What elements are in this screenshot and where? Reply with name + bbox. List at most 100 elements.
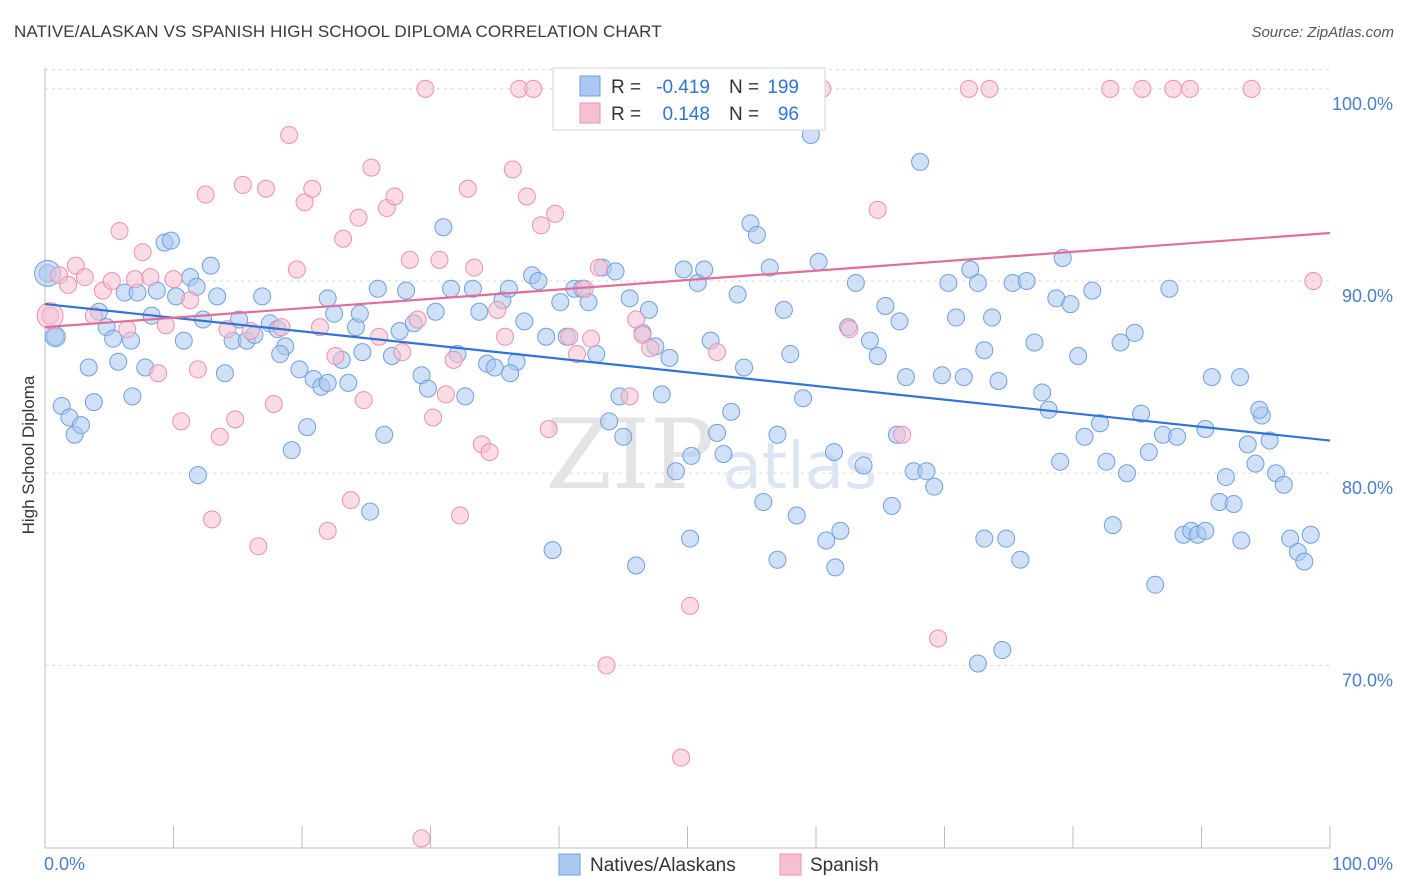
natives-point xyxy=(1017,272,1036,291)
natives-point xyxy=(551,293,570,312)
natives-point xyxy=(975,529,994,548)
natives-point xyxy=(896,368,915,387)
spanish-point xyxy=(465,258,484,277)
spanish-point xyxy=(75,268,94,287)
natives-point xyxy=(735,358,754,377)
stats-r-value-natives: -0.419 xyxy=(656,77,710,98)
spanish-point xyxy=(125,270,144,289)
natives-point xyxy=(1117,464,1136,483)
natives-point xyxy=(614,427,633,446)
spanish-point xyxy=(416,79,435,98)
natives-point xyxy=(781,345,800,364)
natives-point xyxy=(760,258,779,277)
natives-point xyxy=(627,556,646,575)
natives-point xyxy=(71,416,90,435)
natives-point xyxy=(817,531,836,550)
spanish-point xyxy=(280,125,299,144)
spanish-point xyxy=(959,79,978,98)
y-axis-title: High School Diploma xyxy=(19,375,38,534)
spanish-point xyxy=(868,200,887,219)
natives-point xyxy=(682,446,701,465)
natives-point xyxy=(282,441,301,460)
stats-n-value-natives: 199 xyxy=(767,77,799,98)
spanish-point xyxy=(627,310,646,329)
natives-point xyxy=(768,550,787,569)
spanish-point xyxy=(546,204,565,223)
natives-point xyxy=(123,387,142,406)
stats-r-label-spanish: R = xyxy=(611,104,641,125)
spanish-point xyxy=(589,258,608,277)
spanish-point xyxy=(681,596,700,615)
spanish-point xyxy=(641,339,660,358)
natives-point xyxy=(1011,550,1030,569)
natives-point xyxy=(470,302,489,321)
stats-n-label-spanish: N = xyxy=(729,104,759,125)
spanish-point xyxy=(524,79,543,98)
natives-point xyxy=(768,425,787,444)
natives-point xyxy=(201,256,220,275)
spanish-point xyxy=(567,345,586,364)
natives-series xyxy=(34,125,1320,673)
natives-point xyxy=(104,329,123,348)
trend-lines xyxy=(44,231,1331,442)
spanish-point xyxy=(620,387,639,406)
natives-point xyxy=(681,529,700,548)
natives-point xyxy=(1202,368,1221,387)
natives-point xyxy=(794,389,813,408)
spanish-point xyxy=(249,537,268,556)
spanish-point xyxy=(310,318,329,337)
spanish-point xyxy=(539,420,558,439)
spanish-point xyxy=(560,327,579,346)
natives-point xyxy=(208,287,227,306)
natives-point xyxy=(442,279,461,298)
natives-point xyxy=(1231,368,1250,387)
natives-point xyxy=(188,466,207,485)
natives-point xyxy=(824,443,843,462)
spanish-point xyxy=(672,748,691,767)
natives-point xyxy=(1132,404,1151,423)
spanish-point xyxy=(233,175,252,194)
natives-point xyxy=(890,312,909,331)
natives-point xyxy=(932,366,951,385)
natives-point xyxy=(925,477,944,496)
natives-point xyxy=(1281,529,1300,548)
natives-point xyxy=(174,331,193,350)
spanish-point xyxy=(370,327,389,346)
natives-point xyxy=(543,541,562,560)
natives-point xyxy=(418,379,437,398)
stats-r-label-natives: R = xyxy=(611,77,641,98)
natives-point xyxy=(674,260,693,279)
spanish-point xyxy=(59,275,78,294)
natives-point xyxy=(253,287,272,306)
natives-point xyxy=(350,304,369,323)
natives-point xyxy=(501,364,520,383)
spanish-point-large xyxy=(36,302,64,330)
natives-point-large xyxy=(44,326,66,348)
spanish-point xyxy=(400,250,419,269)
natives-point xyxy=(434,218,453,237)
natives-point xyxy=(1301,525,1320,544)
spanish-point xyxy=(102,272,121,291)
natives-point xyxy=(215,364,234,383)
natives-point xyxy=(1090,414,1109,433)
spanish-point xyxy=(582,329,601,348)
spanish-point xyxy=(436,385,455,404)
spanish-point xyxy=(226,410,245,429)
natives-point xyxy=(911,152,930,171)
natives-point xyxy=(271,345,290,364)
spanish-point xyxy=(318,521,337,540)
spanish-point xyxy=(517,187,536,206)
y-tick-label: 90.0% xyxy=(1342,286,1393,306)
chart-source: Source: ZipAtlas.com xyxy=(1251,24,1394,41)
y-tick-label: 70.0% xyxy=(1342,670,1393,690)
spanish-point xyxy=(840,320,859,339)
natives-point xyxy=(652,385,671,404)
legend-swatch-spanish xyxy=(779,853,802,876)
natives-point xyxy=(325,304,344,323)
natives-point xyxy=(375,425,394,444)
spanish-point xyxy=(393,343,412,362)
spanish-point xyxy=(1164,79,1183,98)
legend-swatch-natives xyxy=(558,853,581,876)
natives-point xyxy=(318,373,337,392)
spanish-point xyxy=(980,79,999,98)
